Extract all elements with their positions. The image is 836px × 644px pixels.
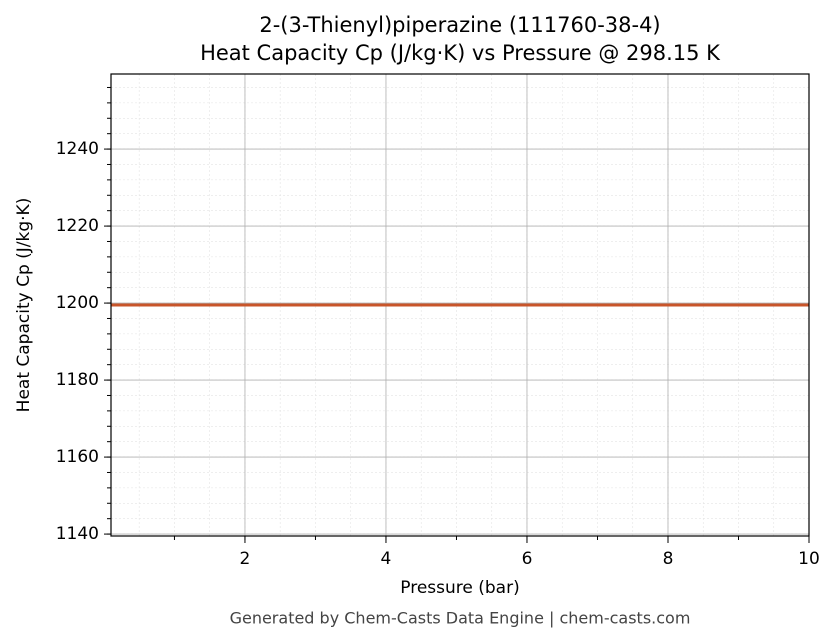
y-tick-label: 1160: [56, 447, 99, 467]
x-tick-label: 6: [522, 549, 533, 569]
chart-subtitle: Heat Capacity Cp (J/kg·K) vs Pressure @ …: [200, 41, 721, 65]
y-tick-label: 1240: [56, 139, 99, 159]
chart-title: 2-(3-Thienyl)piperazine (111760-38-4): [259, 13, 660, 37]
y-tick-label: 1140: [56, 524, 99, 544]
x-tick-label: 8: [663, 549, 674, 569]
footer: Generated by Chem-Casts Data Engine | ch…: [230, 609, 691, 628]
x-tick-label: 2: [240, 549, 251, 569]
y-tick-label: 1220: [56, 216, 99, 236]
plot-frame: [110, 73, 810, 537]
y-axis-label: Heat Capacity Cp (J/kg·K): [14, 198, 34, 413]
x-axis-label: Pressure (bar): [400, 578, 519, 598]
y-tick-label: 1180: [56, 370, 99, 390]
y-tick-label: 1200: [56, 293, 99, 313]
x-tick-label: 10: [798, 549, 820, 569]
x-tick-label: 4: [381, 549, 392, 569]
